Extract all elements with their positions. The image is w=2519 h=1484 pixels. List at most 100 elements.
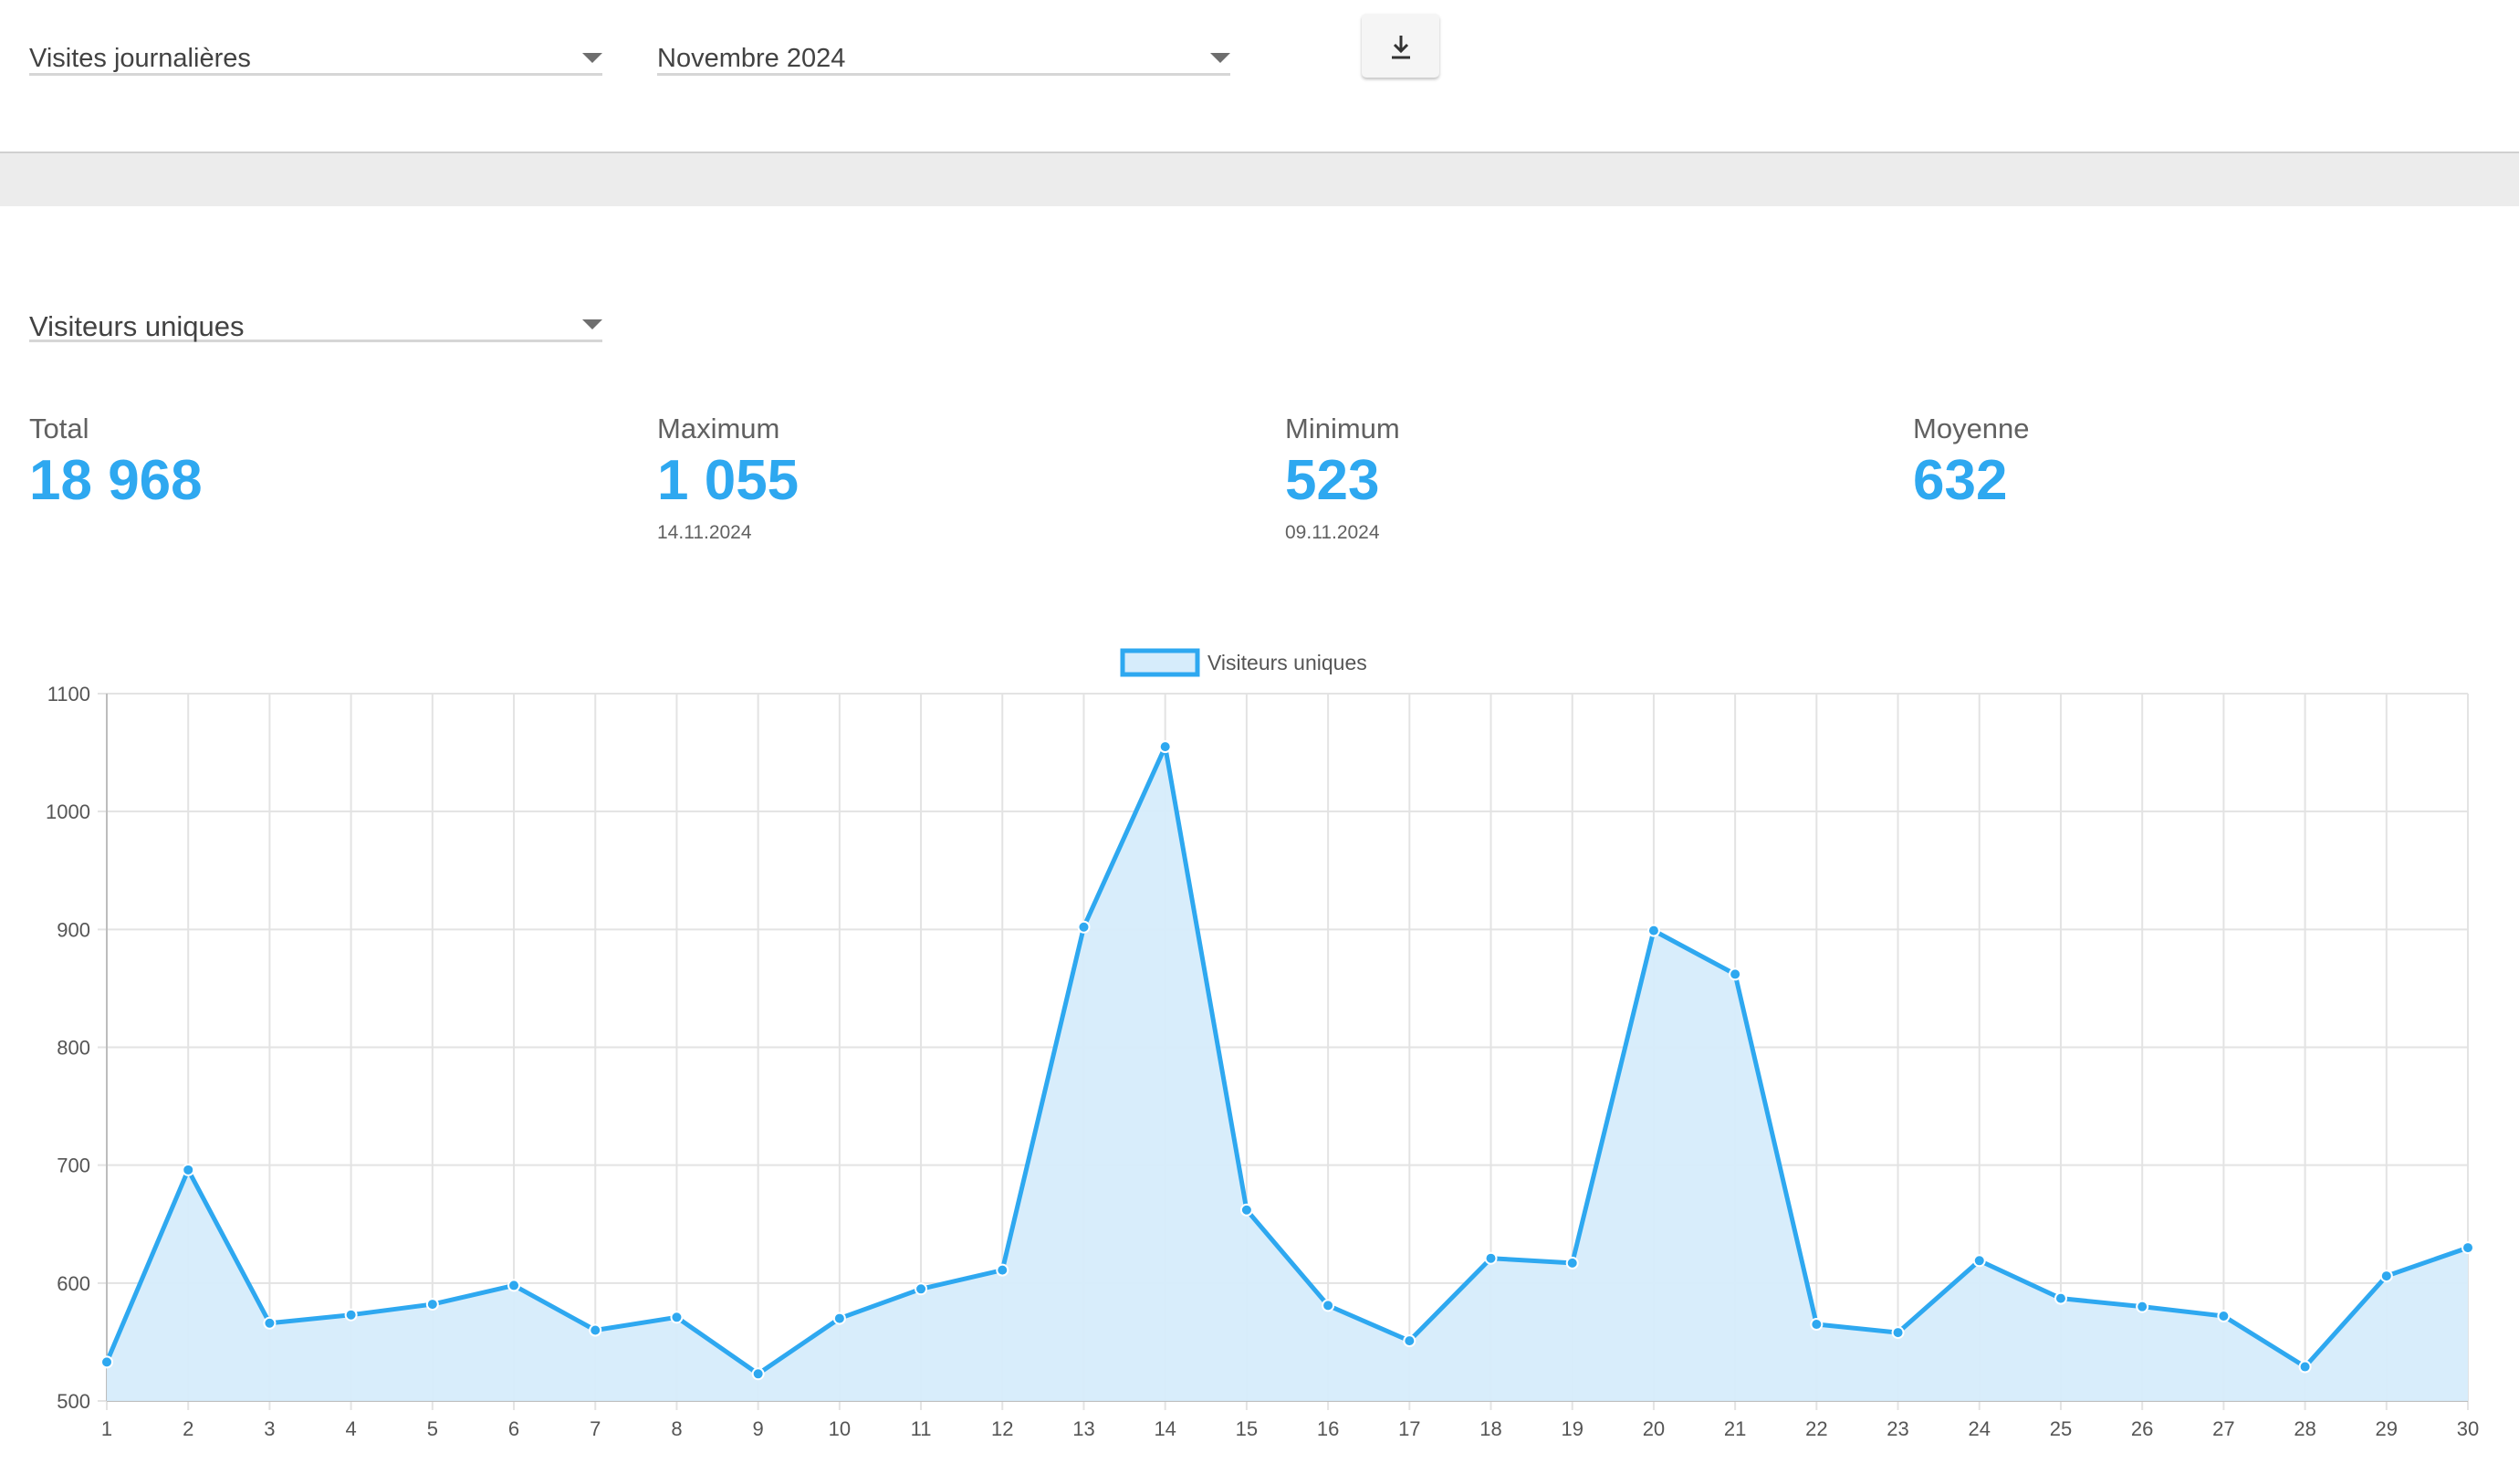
data-point xyxy=(100,1355,113,1369)
x-tick-label: 10 xyxy=(829,1417,851,1440)
series-area-fill xyxy=(107,747,2468,1401)
x-tick-label: 16 xyxy=(1317,1417,1339,1440)
x-tick-label: 1 xyxy=(101,1417,112,1440)
y-tick-label: 1100 xyxy=(47,683,90,705)
separator-band xyxy=(0,152,2519,206)
data-point xyxy=(2217,1310,2231,1322)
stat-minimum: Minimum 523 09.11.2024 xyxy=(1285,413,1400,544)
x-tick-label: 7 xyxy=(590,1417,601,1440)
x-tick-label: 13 xyxy=(1072,1417,1094,1440)
stat-average-label: Moyenne xyxy=(1913,413,2030,444)
data-point xyxy=(1646,924,1660,937)
x-tick-label: 30 xyxy=(2457,1417,2479,1440)
stat-total: Total 18 968 xyxy=(29,413,203,513)
data-point xyxy=(1729,967,1742,981)
y-tick-label: 1000 xyxy=(46,800,90,823)
data-point xyxy=(1239,1203,1253,1217)
x-tick-label: 9 xyxy=(753,1417,764,1440)
period-select[interactable]: Novembre 2024 xyxy=(657,18,1230,76)
y-tick-label: 600 xyxy=(57,1272,90,1295)
stat-minimum-date: 09.11.2024 xyxy=(1285,522,1380,543)
stat-average-value: 632 xyxy=(1913,449,2008,512)
x-tick-label: 12 xyxy=(991,1417,1013,1440)
caret-down-icon xyxy=(582,319,602,329)
stat-maximum-value: 1 055 xyxy=(657,449,800,512)
x-tick-label: 17 xyxy=(1398,1417,1420,1440)
data-point xyxy=(507,1279,521,1292)
stat-minimum-label: Minimum xyxy=(1285,413,1400,444)
data-point xyxy=(425,1298,439,1312)
x-tick-label: 3 xyxy=(264,1417,275,1440)
stat-maximum-date: 14.11.2024 xyxy=(657,522,752,543)
stat-total-label: Total xyxy=(29,413,89,444)
stat-average: Moyenne 632 xyxy=(1913,413,2030,513)
x-tick-label: 26 xyxy=(2131,1417,2153,1440)
x-tick-label: 2 xyxy=(183,1417,193,1440)
x-tick-label: 19 xyxy=(1561,1417,1583,1440)
data-point xyxy=(1158,740,1172,754)
x-tick-label: 29 xyxy=(2376,1417,2398,1440)
report-select-value: Visites journalières xyxy=(29,44,251,73)
data-point xyxy=(832,1312,846,1325)
x-tick-label: 27 xyxy=(2212,1417,2234,1440)
legend-swatch xyxy=(1120,648,1200,677)
x-tick-label: 15 xyxy=(1236,1417,1258,1440)
visitors-chart: 1 2 3 4 5 6 7 8 9 10 11 12 13 14 15 16 17 18 19 20 21 22 23 24 2… xyxy=(46,648,2479,1440)
download-icon xyxy=(1392,36,1410,59)
data-point xyxy=(1403,1334,1416,1348)
data-point xyxy=(1322,1299,1335,1312)
x-tick-label: 25 xyxy=(2050,1417,2072,1440)
data-point xyxy=(996,1263,1009,1277)
chart-legend[interactable]: Visiteurs uniques xyxy=(1120,648,1367,677)
x-tick-label: 18 xyxy=(1479,1417,1501,1440)
x-tick-label: 24 xyxy=(1969,1417,1991,1440)
x-axis-labels: 1 2 3 4 5 6 7 8 9 10 11 12 13 14 15 16 17 18 19 20 21 22 23 24 2… xyxy=(101,1417,2479,1440)
data-point xyxy=(915,1282,928,1296)
data-point xyxy=(1810,1318,1824,1332)
data-point xyxy=(344,1308,358,1322)
metric-select[interactable]: Visiteurs uniques xyxy=(29,285,602,342)
data-point xyxy=(589,1323,602,1337)
chart-points xyxy=(100,740,2474,1381)
data-point xyxy=(2462,1241,2474,1255)
x-tick-label: 28 xyxy=(2294,1417,2315,1440)
y-tick-label: 900 xyxy=(57,918,90,941)
x-tick-label: 14 xyxy=(1154,1417,1176,1440)
data-point xyxy=(1077,920,1091,934)
data-point xyxy=(1972,1254,1986,1268)
stat-minimum-value: 523 xyxy=(1285,449,1380,512)
x-tick-label: 5 xyxy=(427,1417,438,1440)
x-tick-label: 6 xyxy=(508,1417,519,1440)
stat-maximum-label: Maximum xyxy=(657,413,780,444)
stat-total-value: 18 968 xyxy=(29,449,203,512)
period-select-value: Novembre 2024 xyxy=(657,44,846,73)
data-point xyxy=(1891,1326,1905,1340)
chart-area xyxy=(104,744,2469,1401)
legend-label: Visiteurs uniques xyxy=(1207,651,1367,674)
x-tick-label: 8 xyxy=(671,1417,682,1440)
series-line xyxy=(104,744,2469,1376)
data-point xyxy=(2136,1300,2149,1313)
data-point xyxy=(751,1367,765,1381)
data-point xyxy=(1484,1251,1498,1265)
y-axis-labels: 500 600 700 800 900 1000 1100 xyxy=(46,683,90,1413)
caret-down-icon xyxy=(582,53,602,63)
stat-maximum: Maximum 1 055 14.11.2024 xyxy=(657,413,799,544)
data-point xyxy=(2298,1360,2312,1374)
x-tick-label: 22 xyxy=(1805,1417,1827,1440)
data-point xyxy=(670,1311,684,1324)
x-tick-label: 11 xyxy=(911,1417,932,1440)
download-button[interactable] xyxy=(1362,14,1439,78)
data-point xyxy=(2379,1270,2393,1283)
y-tick-label: 500 xyxy=(57,1390,90,1413)
data-point xyxy=(2054,1291,2067,1305)
x-tick-label: 21 xyxy=(1724,1417,1746,1440)
report-select[interactable]: Visites journalières xyxy=(29,18,602,76)
metric-select-value: Visiteurs uniques xyxy=(29,310,245,342)
caret-down-icon xyxy=(1210,53,1230,63)
x-tick-label: 4 xyxy=(345,1417,356,1440)
toolbar: Visites journalières Novembre 2024 xyxy=(0,0,2519,152)
y-tick-label: 700 xyxy=(57,1155,90,1177)
x-tick-label: 23 xyxy=(1887,1417,1908,1440)
x-tick-label: 20 xyxy=(1643,1417,1665,1440)
